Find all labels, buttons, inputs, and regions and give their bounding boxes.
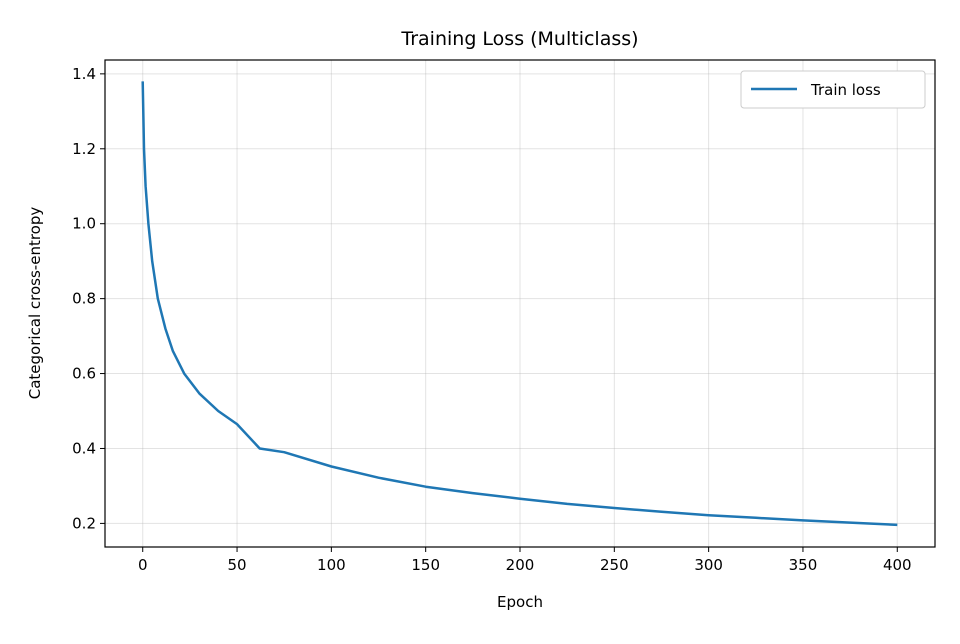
- legend: Train loss: [740, 70, 926, 109]
- y-tick-label: 0.2: [72, 514, 96, 532]
- x-tick-label: 250: [600, 556, 629, 574]
- y-tick-label: 1.0: [72, 215, 96, 233]
- x-tick-label: 0: [138, 556, 148, 574]
- x-tick-label: 150: [411, 556, 440, 574]
- y-tick-label: 1.4: [72, 65, 96, 83]
- legend-label-train-loss: Train loss: [810, 81, 881, 99]
- y-tick-label: 0.4: [72, 439, 96, 457]
- grid: [105, 60, 935, 547]
- x-tick-label: 400: [883, 556, 912, 574]
- x-tick-label: 300: [694, 556, 723, 574]
- series-line-train-loss: [141, 81, 898, 527]
- x-tick-label: 200: [506, 556, 535, 574]
- x-tick-label: 100: [317, 556, 346, 574]
- y-axis-label: Categorical cross-entropy: [26, 207, 44, 400]
- x-tick-label: 50: [227, 556, 246, 574]
- y-tick-label: 0.6: [72, 365, 96, 383]
- ticks: 0 50 100 150 200 250 300 350 400 0.2 0.4 0.6 0.8 1.0 1…: [72, 65, 911, 574]
- y-tick-label: 0.8: [72, 290, 96, 308]
- legend-box: [740, 70, 926, 109]
- x-tick-label: 350: [789, 556, 818, 574]
- series-lines: [141, 81, 898, 527]
- chart-title: Training Loss (Multiclass): [400, 28, 638, 50]
- y-tick-label: 1.2: [72, 140, 96, 158]
- x-axis-label: Epoch: [497, 593, 543, 611]
